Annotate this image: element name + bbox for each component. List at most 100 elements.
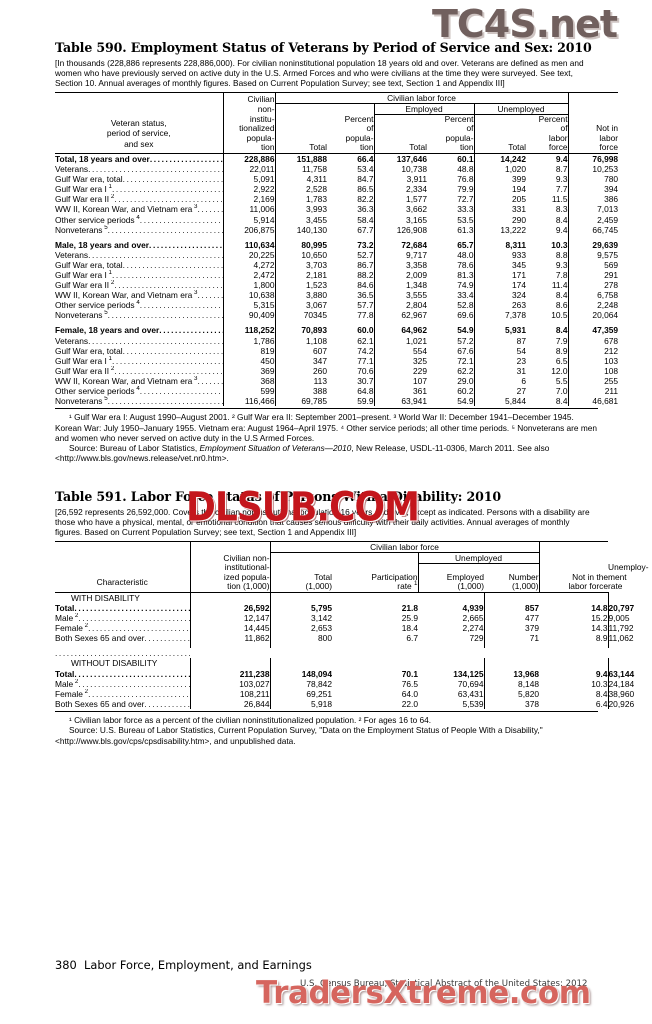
table-cell: 151,888 xyxy=(274,153,327,165)
table-cell: 10.3 xyxy=(551,239,568,250)
row-label: Gulf War era II 2 ......................… xyxy=(55,280,223,290)
table-cell: 54.9 xyxy=(457,325,474,336)
row-label-text: Female xyxy=(55,623,83,634)
table-cell: 70.6 xyxy=(357,365,374,376)
table-cell: 30.7 xyxy=(357,375,374,386)
leader-dots: ........................................… xyxy=(149,153,223,164)
spacer-row xyxy=(55,234,619,240)
t590-source-italic: Employment Situation of Veterans—2010 xyxy=(199,443,352,454)
table-row: Nonveterans 5 ..........................… xyxy=(55,224,619,235)
spacer-cell xyxy=(189,643,270,649)
footnote-marker: 1 xyxy=(106,355,112,362)
leader-dots: ........................................… xyxy=(111,270,223,281)
table-cell: 7.8 xyxy=(555,270,568,281)
table-cell: 5,844 xyxy=(473,396,526,407)
table-row: WW II, Korean War, and Vietnam era 3 ...… xyxy=(55,290,619,301)
table-cell: 11.4 xyxy=(551,280,568,291)
row-label: Total ..................................… xyxy=(55,603,190,613)
table-cell: 9.3 xyxy=(555,174,568,185)
table-cell: 10,738 xyxy=(373,164,427,175)
row-label: Gulf War era I 1 .......................… xyxy=(55,356,223,366)
table-cell: 8.4 xyxy=(555,214,568,225)
table-cell: 361 xyxy=(373,386,427,397)
table-cell: 25.9 xyxy=(401,613,418,624)
table-cell: 800 xyxy=(269,633,332,644)
spacer-cell xyxy=(567,320,619,326)
table-cell: 5,914 xyxy=(222,214,275,225)
table-cell: 9.3 xyxy=(555,259,568,270)
table-591-title: Table 591. Labor Force Status of Persons… xyxy=(55,489,501,504)
table-cell: 2,653 xyxy=(269,623,332,634)
leader-dots: ........................................… xyxy=(78,613,190,624)
t591-footnote-text: ¹ Civilian labor force as a percent of t… xyxy=(69,714,432,725)
table-row: Other service periods 4 ................… xyxy=(55,386,619,397)
footnote-marker: 2 xyxy=(109,365,115,373)
table-cell: 229 xyxy=(373,365,427,376)
table-cell: 8.4 xyxy=(595,688,608,699)
leader-dots: ........................................… xyxy=(197,204,223,215)
row-label-text: WW II, Korean War, and Vietnam era xyxy=(55,290,193,301)
t591-unemployed-group-header: Unemployed xyxy=(417,552,540,564)
footer-page-number: 380 xyxy=(55,958,77,972)
table-cell: 110,634 xyxy=(222,239,275,250)
table-cell: 2,665 xyxy=(462,613,484,624)
table-cell: 69,251 xyxy=(269,688,332,699)
leader-dots: ........................................… xyxy=(88,623,190,634)
table-cell: 9.4 xyxy=(595,668,608,679)
footnote-marker: 3 xyxy=(192,290,198,297)
table-cell: 15.2 xyxy=(591,613,608,624)
table-cell: 5.5 xyxy=(555,375,568,386)
table-cell: 569 xyxy=(567,259,619,271)
table-590-block: Table 590. Employment Status of Veterans… xyxy=(55,40,619,464)
section-heading-label: WITH DISABILITY xyxy=(71,592,140,603)
table-cell: 140,130 xyxy=(274,224,327,235)
table-590-footnotes: ¹ Gulf War era I: August 1990–August 200… xyxy=(55,408,598,463)
t590-blank-subhead xyxy=(274,103,374,115)
table-cell: 116,466 xyxy=(222,396,275,407)
table-cell: 10,253 xyxy=(567,164,619,175)
leader-dots: ........................................… xyxy=(111,355,223,366)
leader-dots: ........................................… xyxy=(78,678,190,689)
spacer-cell xyxy=(373,234,427,240)
t591-civ-noninst-header: Civilian non-institutional-ized popula-t… xyxy=(189,541,270,593)
table-cell: 8,148 xyxy=(483,678,540,689)
table-cell: 29.0 xyxy=(457,375,474,386)
table-cell: 819 xyxy=(222,345,275,356)
table-cell: 31 xyxy=(473,365,526,376)
row-label: Nonveterans 5 ..........................… xyxy=(55,225,223,235)
section-heading-cell xyxy=(539,592,608,603)
t590-emp-total-header: Total xyxy=(373,114,427,154)
table-cell: 8.7 xyxy=(555,164,568,175)
table-cell: 118,252 xyxy=(222,325,275,336)
table-cell: 72.7 xyxy=(457,194,474,205)
table-cell: 6.5 xyxy=(555,355,568,366)
table-cell: 206,875 xyxy=(222,224,275,235)
table-cell: 84.6 xyxy=(357,280,374,291)
table-cell: 331 xyxy=(473,204,526,215)
row-label: Total ..................................… xyxy=(55,669,190,679)
t591-unemp-number-header: Number (1,000) xyxy=(508,571,539,592)
table-row: Gulf War era I 1 .......................… xyxy=(55,184,619,195)
table-cell: 1,783 xyxy=(274,194,327,205)
section-heading-cell xyxy=(483,592,540,603)
table-cell: 26,592 xyxy=(189,602,270,614)
table-row: Female 2 ...............................… xyxy=(55,688,635,699)
leader-dots: ........................................… xyxy=(139,214,223,225)
row-label-text: Veterans xyxy=(55,335,89,346)
table-cell: 46,681 xyxy=(567,396,619,407)
table-cell: 8.4 xyxy=(555,396,568,407)
table-cell: 57.2 xyxy=(457,335,474,346)
table-cell: 6.7 xyxy=(406,633,418,644)
table-cell: 5,091 xyxy=(222,174,275,185)
table-cell: 64.0 xyxy=(401,688,418,699)
table-cell: 60.1 xyxy=(457,153,474,164)
t591-source: Source: U.S. Bureau of Labor Statistics,… xyxy=(55,725,543,746)
row-label-text: Gulf War era II xyxy=(55,365,110,376)
section-heading-cell xyxy=(332,592,418,603)
table-row: Gulf War era II 2 ......................… xyxy=(55,194,619,205)
row-label: Total, 18 years and over ...............… xyxy=(55,153,223,164)
table-cell: 61.3 xyxy=(457,224,474,235)
spacer-cell xyxy=(274,234,327,240)
row-label: ........................................… xyxy=(55,648,190,658)
table-591-body: WITH DISABILITY Total ...................… xyxy=(55,592,635,709)
